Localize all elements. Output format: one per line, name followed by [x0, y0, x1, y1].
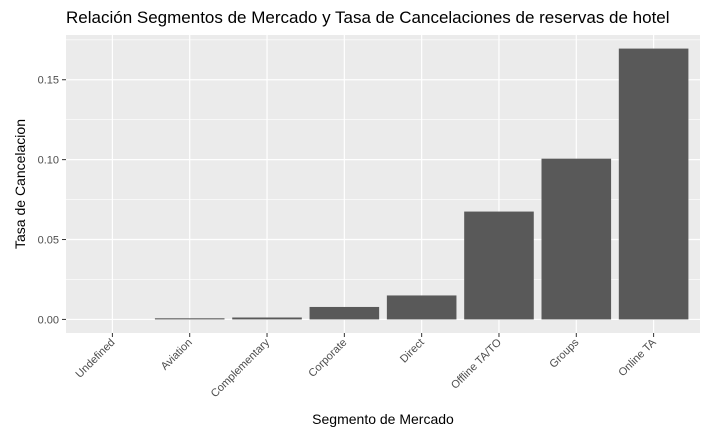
bar-direct [386, 295, 457, 320]
x-tick-label: Complementary [209, 336, 273, 400]
y-tick-label: 0.15 [38, 75, 59, 87]
x-tick-label: Undefined [74, 337, 118, 381]
x-tick-label: Offline TA/TO [449, 336, 504, 391]
x-tick-label: Online TA [616, 336, 659, 379]
x-tick-label: Groups [547, 336, 581, 370]
x-tick-label: Direct [398, 337, 427, 366]
bars [154, 48, 689, 320]
bar-online-ta [618, 48, 689, 320]
x-axis: Undefined Aviation Complementary Corporate D… [74, 333, 659, 400]
y-axis: 0.00 0.05 0.10 0.15 [38, 75, 66, 326]
bar-complementary [232, 317, 302, 320]
y-tick-label: 0.05 [38, 235, 59, 247]
y-axis-label: Tasa de Cancelacion [12, 119, 28, 249]
bar-groups [541, 158, 612, 320]
chart-title: Relación Segmentos de Mercado y Tasa de … [66, 8, 670, 27]
x-tick-label: Aviation [159, 337, 195, 373]
y-tick-label: 0.00 [38, 314, 59, 326]
bar-offline-ta-to [464, 211, 534, 320]
x-tick-label: Corporate [306, 337, 349, 380]
bar-corporate [309, 306, 380, 320]
x-axis-label: Segmento de Mercado [312, 411, 454, 427]
y-tick-label: 0.10 [38, 155, 59, 167]
bar-aviation [154, 318, 225, 320]
